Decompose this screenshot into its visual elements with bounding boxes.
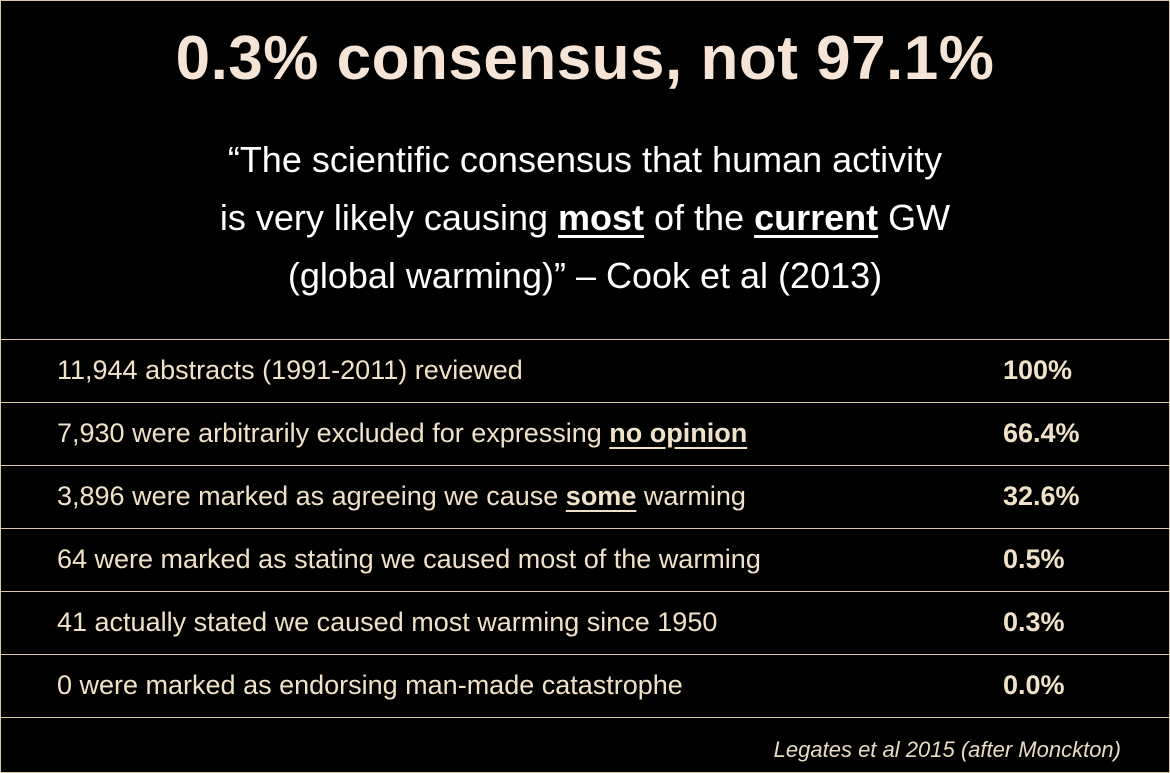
- emphasis: no opinion: [609, 418, 748, 448]
- percent: 0.3%: [1003, 607, 1065, 637]
- row-text: 7,930 were arbitrarily excluded for expr…: [57, 418, 747, 449]
- row: 3,896 were marked as agreeing we cause s…: [1, 465, 1169, 528]
- text-part: warming: [636, 481, 746, 511]
- text-part: 11,944 abstracts (1991-2011) reviewed: [57, 355, 523, 385]
- credit: Legates et al 2015 (after Monckton): [773, 737, 1121, 762]
- text-part: 3,896 were marked as agreeing we cause: [57, 481, 566, 511]
- text-part: is very likely causing: [219, 197, 558, 238]
- quote: “The scientific consensus that human act…: [1, 131, 1169, 305]
- row-text: 0 were marked as endorsing man-made cata…: [57, 670, 683, 701]
- row: 0 were marked as endorsing man-made cata…: [1, 654, 1169, 718]
- text-part: of the: [644, 197, 755, 238]
- text-part: (global warming)” – Cook et al (2013): [287, 255, 883, 296]
- text-part: 0 were marked as endorsing man-made cata…: [57, 670, 683, 700]
- table: 11,944 abstracts (1991-2011) reviewed 100…: [1, 339, 1169, 718]
- quote-line: is very likely causing most of the curre…: [1, 189, 1169, 247]
- quote-line: “The scientific consensus that human act…: [1, 131, 1169, 189]
- quote-line: (global warming)” – Cook et al (2013): [1, 247, 1169, 305]
- text-part: GW: [878, 197, 951, 238]
- percent: 0.5%: [1003, 544, 1065, 574]
- title: 0.3% consensus, not 97.1%: [175, 24, 995, 93]
- percent: 100%: [1003, 355, 1073, 385]
- emphasis: most: [558, 197, 645, 238]
- row: 64 were marked as stating we caused most…: [1, 528, 1169, 591]
- percent: 32.6%: [1003, 481, 1080, 511]
- row: 7,930 were arbitrarily excluded for expr…: [1, 402, 1169, 465]
- row-text: 64 were marked as stating we caused most…: [57, 544, 761, 575]
- row: 11,944 abstracts (1991-2011) reviewed 100…: [1, 339, 1169, 402]
- emphasis: current: [754, 197, 879, 238]
- text-part: 64 were marked as stating we caused most…: [57, 544, 761, 574]
- text-part: 41 actually stated we caused most warmin…: [57, 607, 718, 637]
- percent: 66.4%: [1003, 418, 1080, 448]
- text-part: 7,930 were arbitrarily excluded for expr…: [57, 418, 610, 448]
- row-text: 3,896 were marked as agreeing we cause s…: [57, 481, 746, 512]
- row: 41 actually stated we caused most warmin…: [1, 591, 1169, 654]
- emphasis: some: [565, 481, 637, 511]
- row-text: 11,944 abstracts (1991-2011) reviewed: [57, 355, 523, 386]
- text-part: “The scientific consensus that human act…: [227, 139, 943, 180]
- percent: 0.0%: [1003, 670, 1065, 700]
- row-text: 41 actually stated we caused most warmin…: [57, 607, 717, 638]
